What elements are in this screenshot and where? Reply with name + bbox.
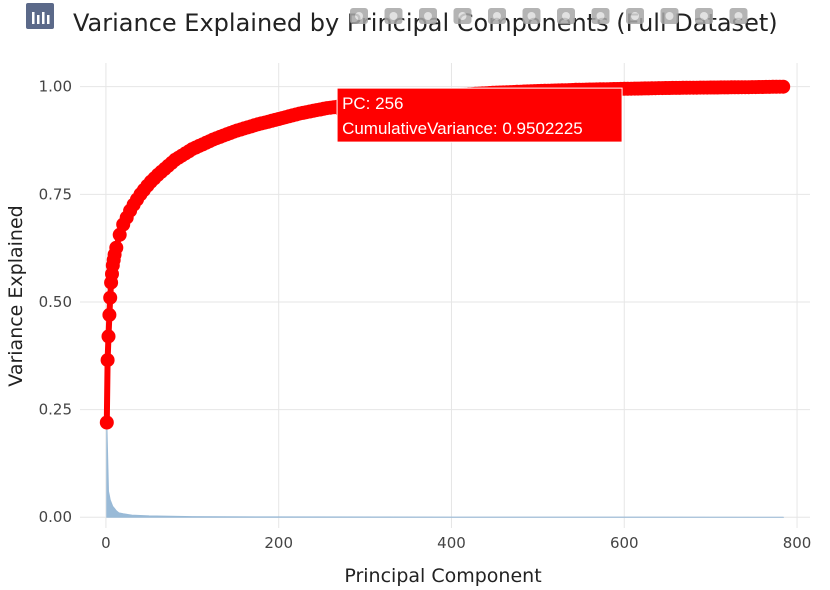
cumulative-marker[interactable]: [102, 307, 117, 322]
tooltip-box: [336, 87, 623, 143]
plotly-logo-bar: [37, 15, 40, 24]
x-tick-label: 800: [783, 534, 812, 552]
y-tick-label: 0.25: [39, 401, 72, 419]
tooltip-line-pc: PC: 256: [342, 94, 403, 113]
cumulative-marker[interactable]: [101, 329, 116, 344]
cumulative-marker[interactable]: [109, 240, 124, 255]
zoom-in-icon-glyph: [527, 12, 536, 20]
zoom-out-icon-glyph: [562, 12, 570, 20]
tooltip-arrow: [327, 101, 338, 116]
plotly-logo-bar: [32, 12, 35, 24]
x-tick-label: 400: [437, 534, 466, 552]
lasso-icon[interactable]: [488, 8, 506, 24]
plotly-logo-icon[interactable]: [26, 3, 54, 29]
x-tick-label: 200: [264, 534, 293, 552]
cumulative-marker[interactable]: [99, 415, 114, 430]
cumulative-marker[interactable]: [103, 290, 118, 305]
zoom-out-icon[interactable]: [557, 8, 575, 24]
modebar[interactable]: [26, 3, 748, 29]
camera-icon[interactable]: [350, 8, 368, 24]
y-tick-label: 0.75: [39, 185, 72, 203]
x-tick-label: 600: [610, 534, 639, 552]
hover-closest-icon[interactable]: [695, 8, 713, 24]
y-axis-title: Variance Explained: [5, 205, 27, 386]
y-tick-label: 1.00: [39, 78, 72, 96]
cumulative-marker[interactable]: [776, 79, 791, 94]
zoom-icon[interactable]: [384, 8, 403, 24]
reset-axes-icon-glyph: [631, 12, 639, 20]
plotly-logo-bg: [26, 3, 54, 29]
variance-area-series: [106, 422, 785, 518]
box-select-icon-glyph: [458, 12, 467, 20]
autoscale-icon[interactable]: [591, 8, 610, 24]
spike-lines-icon-glyph: [665, 12, 674, 20]
variance-area: [106, 422, 785, 518]
zoom-in-icon[interactable]: [522, 8, 541, 24]
hover-compare-icon-glyph: [734, 12, 743, 20]
x-tick-labels: 0 200 400 600 800: [101, 534, 811, 552]
hover-closest-icon-glyph: [700, 12, 708, 20]
spike-lines-icon[interactable]: [660, 8, 679, 24]
y-tick-label: 0.00: [39, 508, 72, 526]
pan-icon-glyph: [424, 12, 432, 20]
lasso-icon-glyph: [493, 12, 501, 20]
hover-compare-icon[interactable]: [729, 8, 748, 24]
y-tick-labels: 0.00 0.25 0.50 0.75 1.00: [39, 78, 72, 527]
x-axis-title: Principal Component: [344, 565, 541, 587]
hover-tooltip: PC: 256 CumulativeVariance: 0.9502225: [327, 87, 623, 143]
cumulative-marker[interactable]: [100, 353, 115, 368]
y-tick-label: 0.50: [39, 293, 72, 311]
box-select-icon[interactable]: [453, 8, 472, 24]
pan-icon[interactable]: [419, 8, 437, 24]
plotly-logo-bar: [42, 12, 45, 24]
reset-axes-icon[interactable]: [626, 8, 644, 24]
x-tick-label: 0: [101, 534, 111, 552]
zoom-icon-glyph: [389, 12, 398, 20]
tooltip-line-variance: CumulativeVariance: 0.9502225: [342, 119, 583, 138]
plotly-logo-bar: [47, 15, 50, 24]
camera-icon-glyph: [355, 12, 363, 20]
autoscale-icon-glyph: [596, 12, 605, 20]
